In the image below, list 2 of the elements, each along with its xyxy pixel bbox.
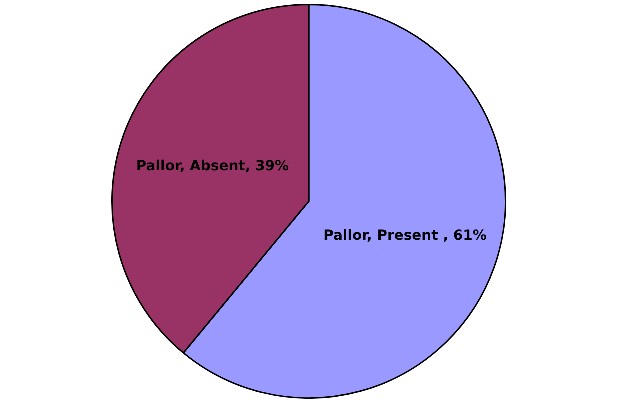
slice-label: Pallor, Present , 61%: [324, 228, 487, 244]
slice-label: Pallor, Absent, 39%: [136, 158, 290, 174]
